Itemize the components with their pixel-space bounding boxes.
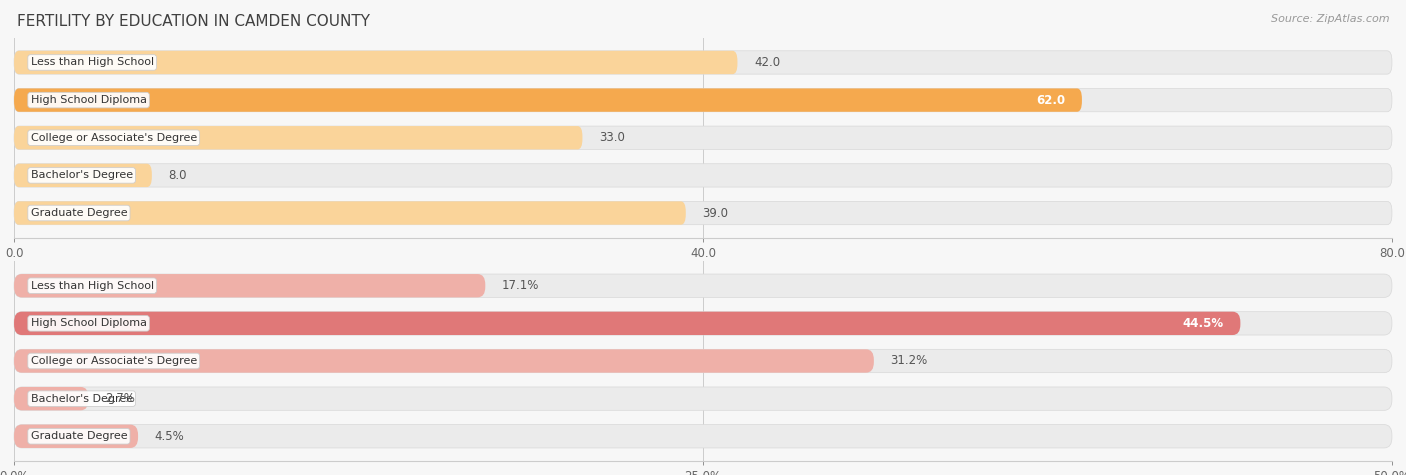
FancyBboxPatch shape — [14, 88, 1392, 112]
Text: College or Associate's Degree: College or Associate's Degree — [31, 356, 197, 366]
FancyBboxPatch shape — [14, 312, 1392, 335]
Text: 33.0: 33.0 — [599, 131, 624, 144]
Text: High School Diploma: High School Diploma — [31, 318, 146, 328]
FancyBboxPatch shape — [14, 201, 1392, 225]
FancyBboxPatch shape — [14, 164, 152, 187]
Text: 44.5%: 44.5% — [1182, 317, 1223, 330]
Text: 62.0: 62.0 — [1036, 94, 1066, 106]
Text: Less than High School: Less than High School — [31, 57, 153, 67]
Text: Source: ZipAtlas.com: Source: ZipAtlas.com — [1271, 14, 1389, 24]
Text: High School Diploma: High School Diploma — [31, 95, 146, 105]
Text: 4.5%: 4.5% — [155, 430, 184, 443]
Text: 8.0: 8.0 — [169, 169, 187, 182]
Text: Bachelor's Degree: Bachelor's Degree — [31, 394, 132, 404]
Text: 31.2%: 31.2% — [890, 354, 928, 368]
Text: 39.0: 39.0 — [703, 207, 728, 219]
Text: Less than High School: Less than High School — [31, 281, 153, 291]
Text: 17.1%: 17.1% — [502, 279, 540, 292]
FancyBboxPatch shape — [14, 425, 138, 448]
FancyBboxPatch shape — [14, 201, 686, 225]
FancyBboxPatch shape — [14, 274, 485, 297]
FancyBboxPatch shape — [14, 387, 89, 410]
FancyBboxPatch shape — [14, 349, 875, 373]
FancyBboxPatch shape — [14, 312, 1240, 335]
Text: Graduate Degree: Graduate Degree — [31, 431, 127, 441]
FancyBboxPatch shape — [14, 387, 1392, 410]
FancyBboxPatch shape — [14, 126, 1392, 150]
FancyBboxPatch shape — [14, 349, 1392, 373]
Text: 2.7%: 2.7% — [105, 392, 135, 405]
FancyBboxPatch shape — [14, 274, 1392, 297]
Text: Graduate Degree: Graduate Degree — [31, 208, 127, 218]
Text: Bachelor's Degree: Bachelor's Degree — [31, 171, 132, 180]
Text: College or Associate's Degree: College or Associate's Degree — [31, 133, 197, 143]
Text: FERTILITY BY EDUCATION IN CAMDEN COUNTY: FERTILITY BY EDUCATION IN CAMDEN COUNTY — [17, 14, 370, 29]
FancyBboxPatch shape — [14, 126, 582, 150]
FancyBboxPatch shape — [14, 425, 1392, 448]
FancyBboxPatch shape — [14, 164, 1392, 187]
FancyBboxPatch shape — [14, 51, 1392, 74]
FancyBboxPatch shape — [14, 51, 738, 74]
Text: 42.0: 42.0 — [754, 56, 780, 69]
FancyBboxPatch shape — [14, 88, 1083, 112]
